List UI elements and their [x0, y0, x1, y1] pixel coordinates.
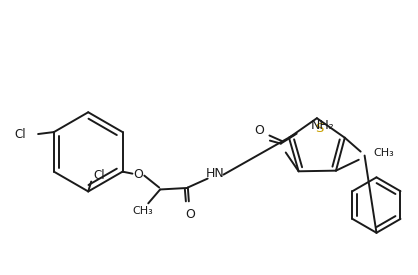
Text: HN: HN: [206, 167, 225, 180]
Text: Cl: Cl: [93, 169, 105, 182]
Text: O: O: [133, 168, 143, 181]
Text: NH₂: NH₂: [311, 119, 334, 132]
Text: CH₃: CH₃: [132, 206, 153, 216]
Text: O: O: [185, 208, 195, 221]
Text: CH₃: CH₃: [374, 148, 394, 158]
Text: Cl: Cl: [15, 128, 26, 141]
Text: S: S: [315, 122, 323, 134]
Text: O: O: [254, 124, 264, 137]
